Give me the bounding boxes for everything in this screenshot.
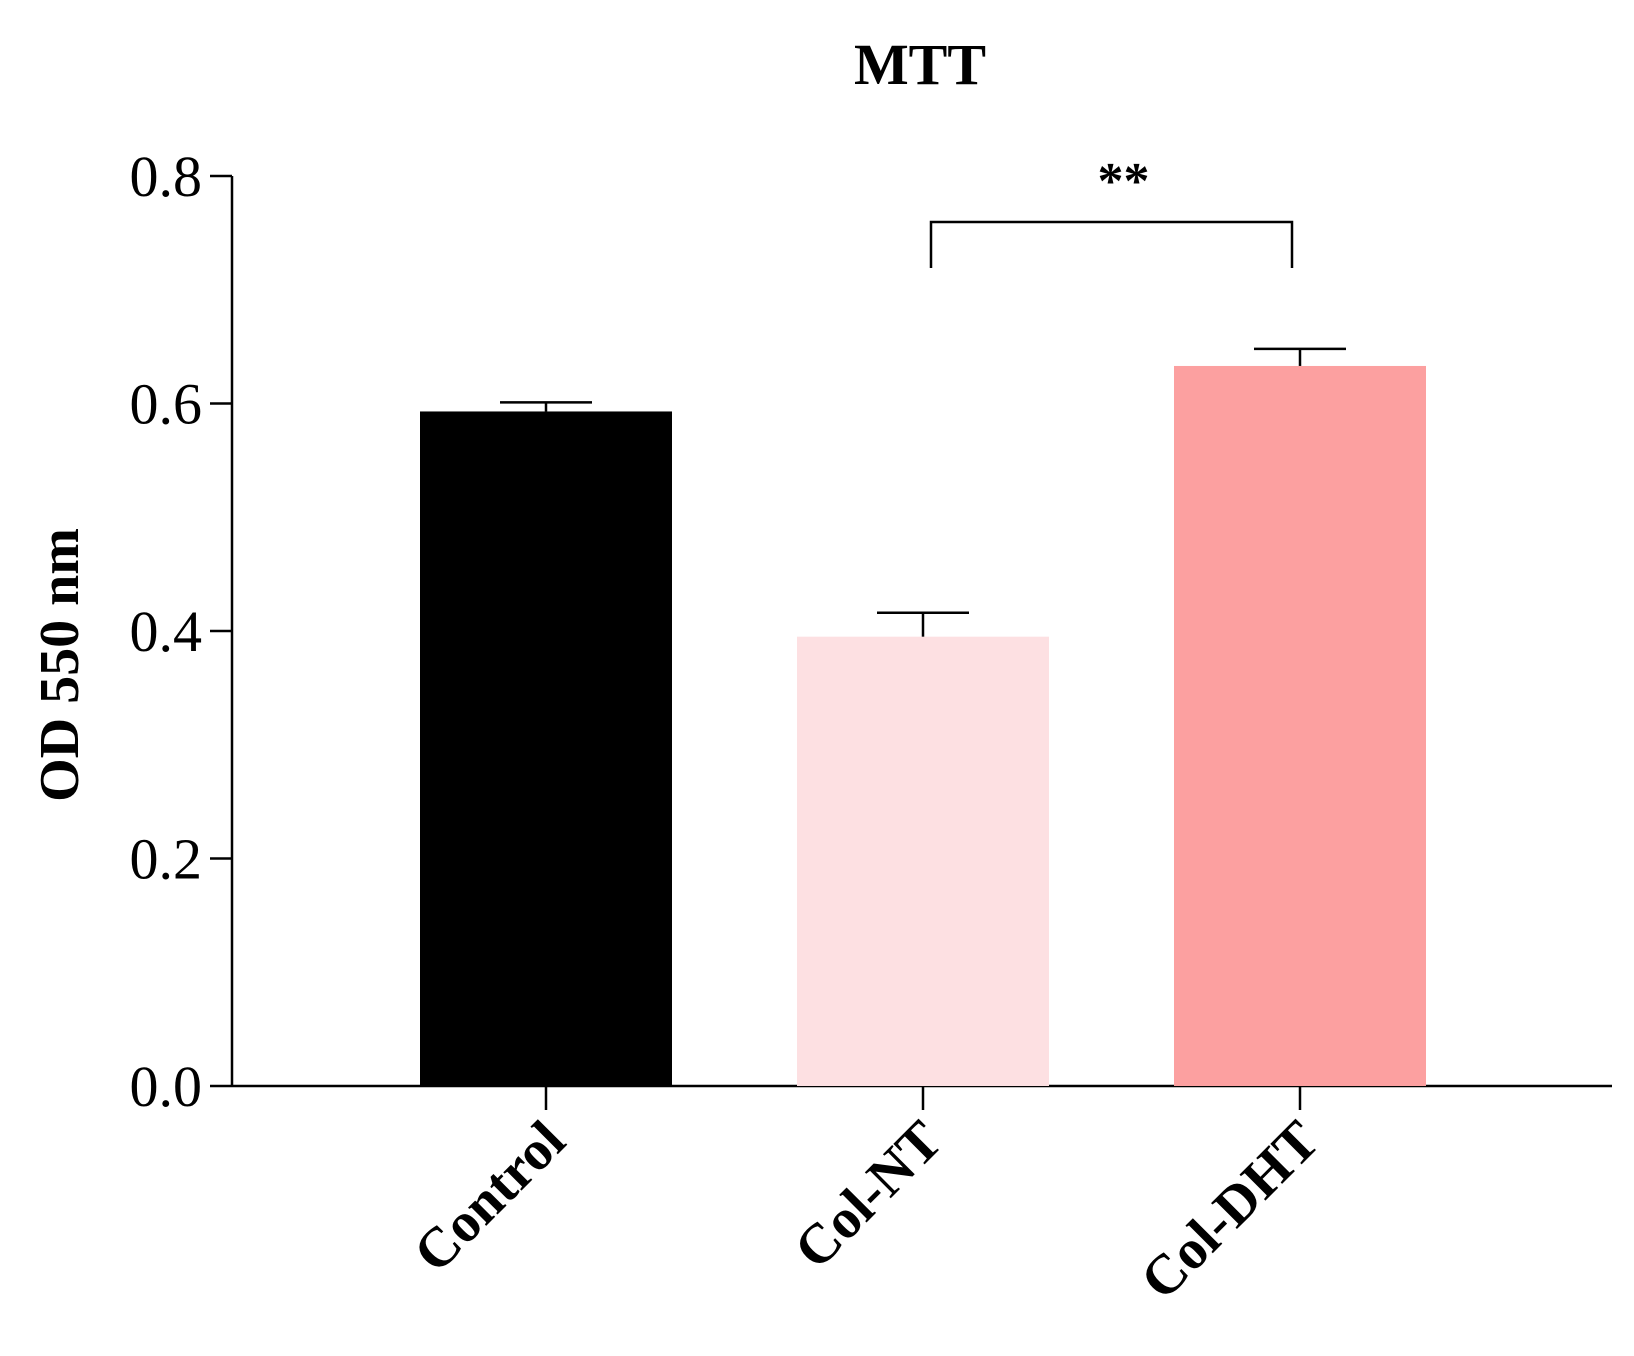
bar-control xyxy=(420,411,672,1086)
y-tick-label-3: 0.6 xyxy=(130,372,203,437)
x-tick-label-1: Col-NT xyxy=(783,1109,954,1280)
x-tick-label-2: Col-DHT xyxy=(1129,1109,1331,1311)
y-tick-label-1: 0.2 xyxy=(130,827,203,892)
significance-bracket-0 xyxy=(929,220,1294,268)
chart-title: MTT xyxy=(854,32,986,97)
y-tick-label-4: 0.8 xyxy=(130,144,203,209)
significance-label-0: ** xyxy=(1098,153,1150,210)
y-tick-label-0: 0.0 xyxy=(130,1054,203,1119)
bar-col-nt xyxy=(797,636,1049,1086)
y-tick-label-2: 0.4 xyxy=(130,599,203,664)
y-axis-label: OD 550 nm xyxy=(29,528,91,802)
plot-area: 0.0 0.2 0.4 0.6 0.8 Control Col-NT Col-DHT ** xyxy=(130,144,1612,1312)
bar-col-dht xyxy=(1174,365,1426,1086)
x-tick-label-0: Control xyxy=(402,1109,577,1284)
